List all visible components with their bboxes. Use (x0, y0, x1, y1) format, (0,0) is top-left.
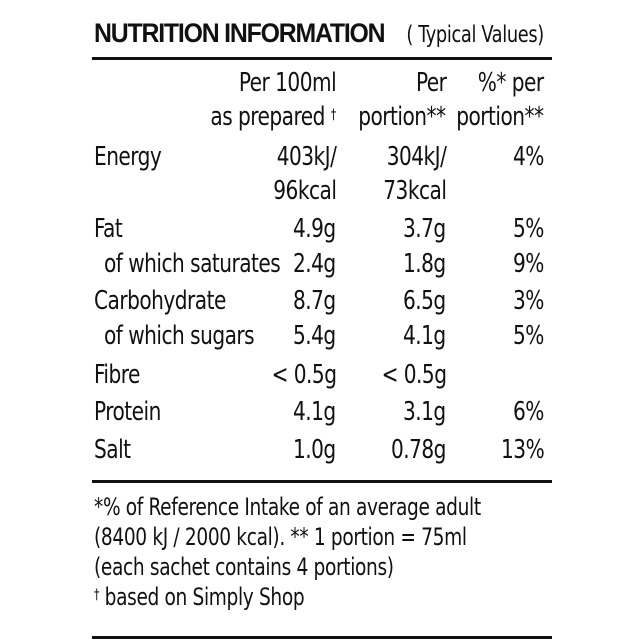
salt-per100: 1.0g (293, 435, 336, 465)
row-label-fat: Fat (94, 214, 123, 244)
header-ri-line2: portion** (456, 102, 545, 132)
carbohydrate-portion: 6.5g (403, 286, 446, 316)
energy-per100-kcal: 96kcal (272, 176, 337, 206)
footnote-sachet: (each sachet contains 4 portions) (94, 553, 394, 581)
panel-title: NUTRITION INFORMATION (94, 18, 386, 48)
carbohydrate-ri: 3% (513, 286, 544, 316)
footnote-dagger-mark: † (94, 587, 100, 603)
fat-ri: 5% (513, 214, 544, 244)
nutrition-panel: NUTRITION INFORMATION ( Typical Values) … (92, 14, 552, 639)
carbohydrate-per100: 8.7g (293, 286, 336, 316)
footnote-energy-portion: (8400 kJ / 2000 kcal). ** 1 portion = 75… (94, 523, 467, 551)
fibre-per100: < 0.5g (271, 360, 336, 390)
protein-portion: 3.1g (403, 397, 446, 427)
row-label-carbohydrate: Carbohydrate (94, 286, 226, 316)
row-label-fibre: Fibre (94, 360, 140, 390)
header-ri-line1: %* per (478, 68, 544, 98)
footnote-reference-intake: *% of Reference Intake of an average adu… (94, 493, 481, 521)
panel-bottom-rule (92, 636, 552, 639)
table-bottom-rule (92, 480, 552, 483)
saturates-ri: 9% (513, 249, 544, 279)
panel-subtitle: ( Typical Values) (406, 22, 544, 48)
row-label-sugars: of which sugars (104, 321, 255, 351)
footnote-prepared-text: based on Simply Shop (99, 583, 305, 611)
title-row: NUTRITION INFORMATION ( Typical Values) (92, 14, 552, 56)
sugars-portion: 4.1g (403, 321, 446, 351)
fat-portion: 3.7g (403, 214, 446, 244)
dagger-mark: † (331, 107, 336, 123)
footnote-prepared: † based on Simply Shop (94, 582, 305, 612)
row-label-energy: Energy (94, 142, 162, 172)
protein-per100: 4.1g (293, 397, 336, 427)
sugars-per100: 5.4g (293, 321, 336, 351)
saturates-per100: 2.4g (293, 249, 336, 279)
sugars-ri: 5% (513, 321, 544, 351)
energy-portion-kcal: 73kcal (382, 176, 447, 206)
row-label-salt: Salt (94, 435, 131, 465)
row-label-protein: Protein (94, 397, 161, 427)
salt-portion: 0.78g (391, 435, 446, 465)
top-rule (92, 57, 552, 60)
header-per100-line1: Per 100ml (238, 68, 337, 98)
protein-ri: 6% (513, 397, 544, 427)
saturates-portion: 1.8g (403, 249, 446, 279)
header-portion-line2: portion** (358, 102, 447, 132)
fibre-portion: < 0.5g (381, 360, 446, 390)
energy-portion-kj: 304kJ/ (386, 142, 446, 172)
row-label-saturates: of which saturates (104, 249, 281, 279)
header-per100-line2: as prepared † (210, 102, 337, 132)
header-portion-line1: Per (415, 68, 447, 98)
energy-per100-kj: 403kJ/ (276, 142, 336, 172)
fat-per100: 4.9g (293, 214, 336, 244)
header-per100-text: as prepared (210, 102, 326, 132)
salt-ri: 13% (500, 435, 545, 465)
energy-ri: 4% (513, 142, 544, 172)
